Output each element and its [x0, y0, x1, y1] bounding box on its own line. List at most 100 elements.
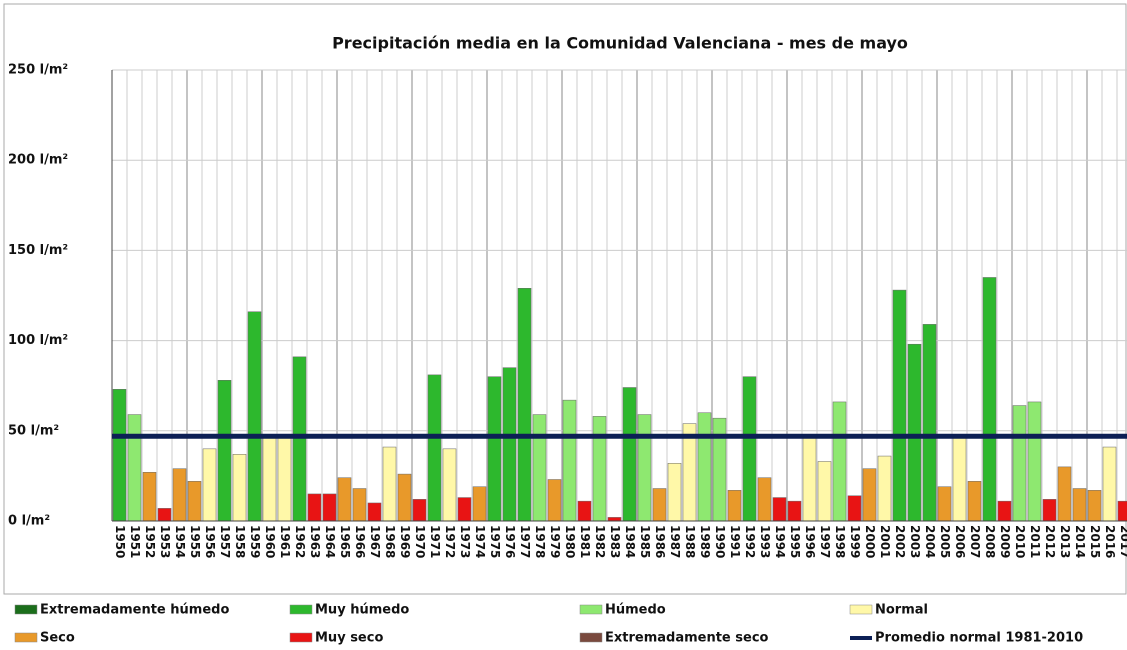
- bar: [922, 324, 937, 522]
- bar: [622, 387, 637, 522]
- bar: [772, 497, 787, 522]
- bar: [577, 500, 592, 522]
- legend-swatch: [289, 604, 313, 615]
- x-tick-label: 2001: [878, 525, 892, 558]
- legend-label: Húmedo: [605, 603, 666, 618]
- bar: [487, 376, 502, 522]
- x-tick-label: 2011: [1028, 525, 1042, 558]
- x-tick-label: 1958: [233, 525, 247, 558]
- x-tick-label: 2006: [953, 525, 967, 558]
- x-tick-label: 1992: [743, 525, 757, 558]
- y-tick-label: 250 l/m²: [8, 63, 68, 78]
- bar: [352, 488, 367, 522]
- legend-label: Muy húmedo: [315, 603, 409, 618]
- legend-label: Seco: [40, 631, 75, 646]
- bar: [787, 500, 802, 522]
- x-tick-label: 2003: [908, 525, 922, 558]
- bar: [847, 495, 862, 522]
- bar: [607, 517, 622, 522]
- x-tick-label: 2005: [938, 525, 952, 558]
- legend-label: Normal: [875, 603, 928, 618]
- bar: [427, 374, 442, 522]
- y-tick-label: 150 l/m²: [8, 243, 68, 258]
- bar: [592, 416, 607, 522]
- legend-label: Promedio normal 1981-2010: [875, 631, 1083, 646]
- x-tick-label: 1993: [758, 525, 772, 558]
- bar: [247, 311, 262, 522]
- legend-swatch: [579, 604, 603, 615]
- bar: [652, 488, 667, 522]
- legend-label: Extremadamente húmedo: [40, 603, 229, 618]
- bar: [172, 468, 187, 522]
- bar: [862, 468, 877, 522]
- bar: [952, 437, 967, 522]
- x-tick-label: 1977: [518, 525, 532, 558]
- bar: [397, 473, 412, 522]
- bar: [442, 448, 457, 522]
- x-tick-label: 1967: [368, 525, 382, 558]
- x-tick-label: 1971: [428, 525, 442, 558]
- x-tick-label: 1965: [338, 525, 352, 558]
- legend-label: Extremadamente seco: [605, 631, 769, 646]
- bar: [517, 288, 532, 522]
- bar: [1012, 405, 1027, 522]
- x-tick-label: 1978: [533, 525, 547, 558]
- x-tick-label: 1988: [683, 525, 697, 558]
- bar: [412, 499, 427, 522]
- bar: [547, 479, 562, 522]
- x-tick-label: 1974: [473, 525, 487, 558]
- x-tick-label: 1997: [818, 525, 832, 558]
- x-tick-label: 2009: [998, 525, 1012, 558]
- x-tick-label: 2013: [1058, 525, 1072, 558]
- bar: [997, 500, 1012, 522]
- bar: [1117, 500, 1127, 522]
- bar: [322, 493, 337, 522]
- bar: [202, 448, 217, 522]
- x-tick-label: 1994: [773, 525, 787, 558]
- x-tick-label: 1991: [728, 525, 742, 558]
- bar: [712, 417, 727, 522]
- x-tick-label: 2014: [1073, 525, 1087, 558]
- bar: [217, 380, 232, 522]
- x-tick-label: 1953: [158, 525, 172, 558]
- x-tick-label: 1951: [128, 525, 142, 558]
- x-tick-label: 1963: [308, 525, 322, 558]
- bar: [1027, 401, 1042, 522]
- bar: [472, 486, 487, 522]
- x-tick-label: 1995: [788, 525, 802, 558]
- x-tick-label: 1998: [833, 525, 847, 558]
- x-tick-label: 2015: [1088, 525, 1102, 558]
- bar: [817, 461, 832, 522]
- bar: [232, 454, 247, 522]
- bar: [892, 289, 907, 522]
- x-tick-label: 1955: [188, 525, 202, 558]
- legend-swatch: [14, 632, 38, 643]
- x-tick-label: 1972: [443, 525, 457, 558]
- legend-label: Muy seco: [315, 631, 383, 646]
- x-tick-label: 1957: [218, 525, 232, 558]
- legend-swatch: [14, 604, 38, 615]
- x-tick-label: 1962: [293, 525, 307, 558]
- x-tick-label: 2007: [968, 525, 982, 558]
- x-tick-label: 1990: [713, 525, 727, 558]
- bar: [307, 493, 322, 522]
- bar: [142, 472, 157, 522]
- x-tick-label: 1952: [143, 525, 157, 558]
- x-tick-label: 1984: [623, 525, 637, 558]
- x-tick-label: 1976: [503, 525, 517, 558]
- bar: [832, 401, 847, 522]
- y-tick-label: 100 l/m²: [8, 333, 68, 348]
- bar: [727, 490, 742, 522]
- x-tick-label: 1966: [353, 525, 367, 558]
- legend-swatch: [289, 632, 313, 643]
- bar: [532, 414, 547, 522]
- x-tick-label: 1980: [563, 525, 577, 558]
- x-tick-label: 2017: [1118, 525, 1127, 558]
- x-tick-label: 1989: [698, 525, 712, 558]
- x-tick-label: 1979: [548, 525, 562, 558]
- bar: [157, 508, 172, 522]
- bar: [1042, 499, 1057, 522]
- x-tick-label: 2012: [1043, 525, 1057, 558]
- bar: [562, 399, 577, 522]
